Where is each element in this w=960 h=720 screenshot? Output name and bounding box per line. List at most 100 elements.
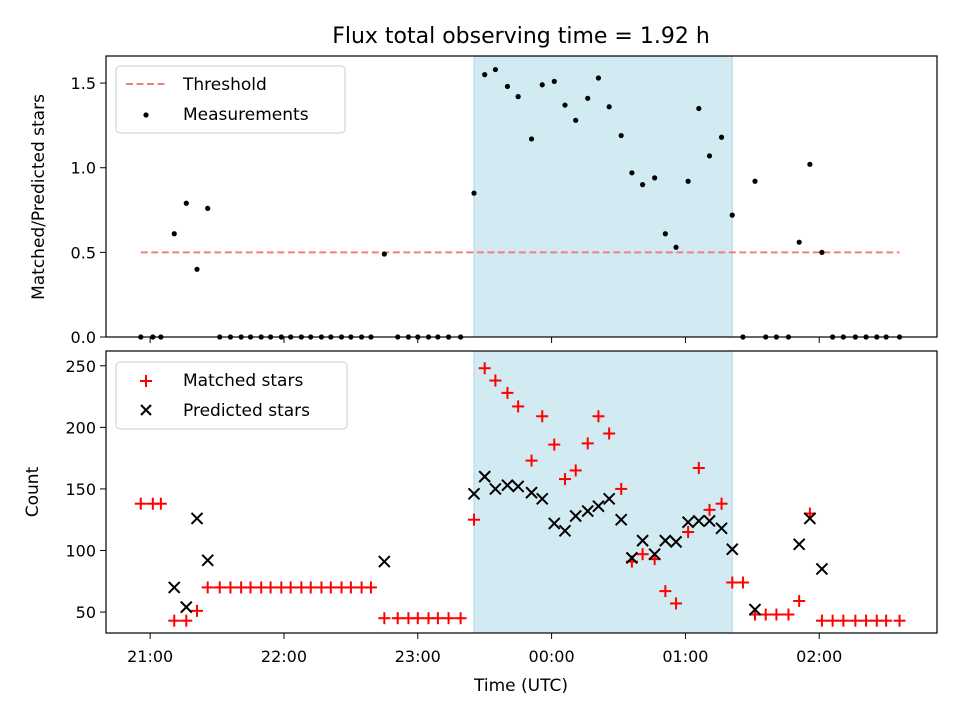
measurement-point xyxy=(482,72,488,78)
bottom-x-ticks: 21:00 22:00 23:00 00:00 01:00 02:00 xyxy=(127,633,842,666)
matched-star-point xyxy=(536,410,549,423)
matched-star-point xyxy=(304,581,317,594)
legend-matched-label: Matched stars xyxy=(183,371,303,391)
top-highlight-band xyxy=(473,55,733,338)
matched-star-point xyxy=(411,612,424,625)
matched-star-point xyxy=(815,614,828,627)
bottom-axes-frame xyxy=(105,350,938,634)
y-tick-label: 0.0 xyxy=(71,328,96,347)
y-tick-label: 100 xyxy=(65,541,96,560)
x-tick-label: 02:00 xyxy=(796,647,842,666)
measurement-point xyxy=(539,82,545,88)
measurement-point xyxy=(718,134,725,140)
matched-star-point xyxy=(837,614,850,627)
bottom-legend: Matched stars Predicted stars xyxy=(115,361,348,430)
legend-measurements-swatch xyxy=(143,112,149,118)
predicted-star-point xyxy=(201,554,214,567)
matched-star-point xyxy=(581,437,594,450)
predicted-star-point xyxy=(803,512,817,525)
predicted-star-point xyxy=(681,515,695,529)
bottom-y-ticks: 50 100 150 200 250 xyxy=(65,357,106,622)
predicted-stars-points xyxy=(168,470,829,616)
matched-star-point xyxy=(659,585,672,598)
measurement-points xyxy=(138,66,903,340)
predicted-star-point xyxy=(625,551,639,565)
measurement-point xyxy=(471,190,477,196)
matched-star-point xyxy=(692,461,705,474)
predicted-star-point xyxy=(501,479,514,492)
measurement-point xyxy=(652,175,658,181)
predicted-star-point xyxy=(792,538,806,551)
x-axis-label: Time (UTC) xyxy=(473,676,568,696)
x-tick-label: 23:00 xyxy=(395,647,441,666)
matched-star-point xyxy=(378,612,391,625)
matched-star-point xyxy=(558,473,571,486)
predicted-star-point xyxy=(558,524,572,537)
predicted-star-point xyxy=(648,547,661,561)
top-legend: Threshold Measurements xyxy=(115,65,346,134)
legend-predicted-label: Predicted stars xyxy=(183,401,310,421)
matched-star-point xyxy=(793,594,806,607)
matched-star-point xyxy=(592,410,605,423)
matched-star-point xyxy=(478,362,491,375)
matched-star-point xyxy=(213,581,226,594)
matched-star-point xyxy=(244,581,257,594)
y-tick-label: 0.5 xyxy=(71,243,96,262)
measurement-point xyxy=(685,178,691,184)
chart-title: Flux total observing time = 1.92 h xyxy=(332,24,710,49)
matched-star-point xyxy=(860,614,873,627)
matched-star-point xyxy=(682,526,695,539)
measurement-point xyxy=(752,178,758,184)
measurement-point xyxy=(640,182,646,188)
x-tick-label: 21:00 xyxy=(127,647,173,666)
matched-star-point xyxy=(603,427,616,440)
predicted-star-point xyxy=(636,534,649,547)
matched-star-point xyxy=(880,614,893,627)
predicted-star-point xyxy=(548,517,561,530)
matched-star-point xyxy=(454,612,467,625)
measurement-point xyxy=(819,249,825,255)
predicted-star-point xyxy=(703,514,716,528)
matched-star-point xyxy=(442,612,455,625)
matched-star-point xyxy=(525,454,538,467)
measurement-point xyxy=(618,132,624,139)
matched-star-point xyxy=(893,614,906,627)
matched-star-point xyxy=(284,581,297,594)
measurement-point xyxy=(183,200,189,206)
y-tick-label: 1.0 xyxy=(71,159,96,178)
matched-star-point xyxy=(548,438,561,451)
matched-star-point xyxy=(364,581,377,594)
predicted-star-point xyxy=(180,600,193,614)
matched-star-point xyxy=(759,608,772,621)
predicted-star-point xyxy=(378,555,391,568)
predicted-star-point xyxy=(536,492,549,505)
bottom-legend-box xyxy=(115,361,348,430)
top-axes-frame xyxy=(105,55,938,338)
predicted-star-point xyxy=(569,509,582,523)
matched-star-point xyxy=(736,576,749,589)
matched-star-point xyxy=(467,513,480,526)
matched-star-point xyxy=(670,597,683,610)
measurement-point xyxy=(551,78,557,84)
predicted-star-point xyxy=(190,512,204,525)
predicted-star-point xyxy=(511,480,525,493)
measurement-point xyxy=(706,153,713,159)
measurement-point xyxy=(381,251,387,257)
matched-star-point xyxy=(391,612,404,625)
legend-matched-swatch xyxy=(140,375,152,387)
y-tick-label: 1.5 xyxy=(71,74,96,93)
measurement-point xyxy=(171,231,177,237)
bottom-highlight-band xyxy=(473,350,733,634)
bottom-y-axis-label: Count xyxy=(23,466,43,517)
matched-star-point xyxy=(849,614,862,627)
measurement-point xyxy=(573,117,579,123)
matched-star-point xyxy=(770,608,783,621)
measurement-point xyxy=(492,66,499,73)
predicted-star-point xyxy=(467,487,481,501)
matched-star-point xyxy=(168,614,181,627)
bottom-panel: 50 100 150 200 250 21:00 22:00 23:00 00:00 01:00… xyxy=(23,350,938,696)
predicted-star-point xyxy=(489,482,502,496)
top-y-ticks: 0.0 0.5 1.0 1.5 xyxy=(71,74,106,347)
top-x-ticks xyxy=(149,337,820,343)
